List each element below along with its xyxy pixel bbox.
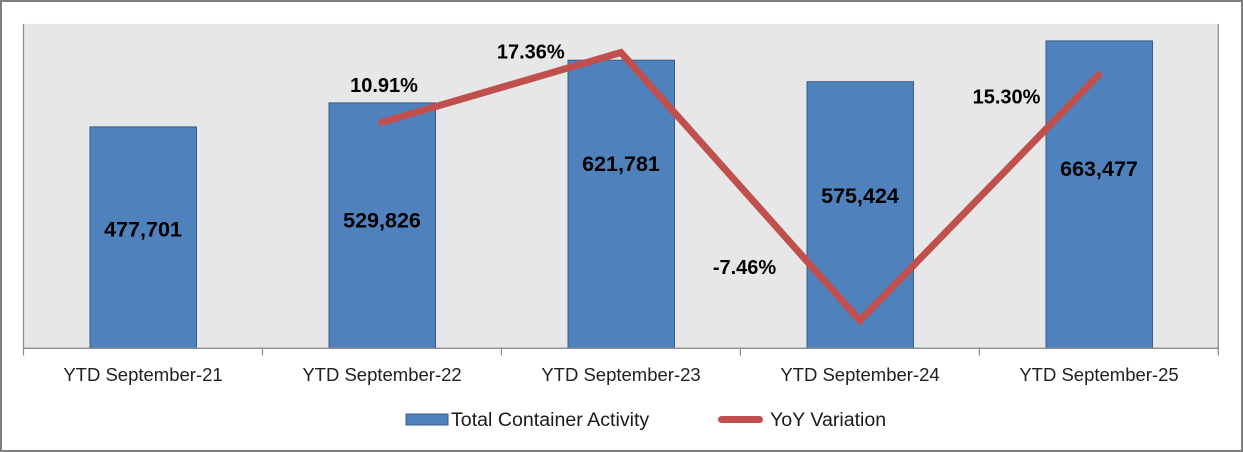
svg-text:YTD September-23: YTD September-23 [541, 364, 700, 385]
svg-text:Total Container Activity: Total Container Activity [451, 409, 649, 431]
svg-text:10.91%: 10.91% [350, 75, 418, 97]
svg-text:YoY Variation: YoY Variation [770, 409, 886, 431]
svg-text:529,826: 529,826 [343, 208, 421, 232]
svg-text:YTD September-22: YTD September-22 [302, 364, 461, 385]
svg-text:YTD September-21: YTD September-21 [63, 364, 222, 385]
svg-text:YTD September-24: YTD September-24 [780, 364, 939, 385]
svg-text:-7.46%: -7.46% [713, 257, 777, 279]
svg-text:17.36%: 17.36% [497, 41, 565, 63]
svg-text:575,424: 575,424 [821, 184, 899, 208]
svg-text:477,701: 477,701 [104, 218, 182, 242]
svg-text:YTD September-25: YTD September-25 [1019, 364, 1178, 385]
svg-text:663,477: 663,477 [1060, 157, 1138, 181]
svg-text:15.30%: 15.30% [973, 86, 1041, 108]
svg-text:621,781: 621,781 [582, 152, 660, 176]
